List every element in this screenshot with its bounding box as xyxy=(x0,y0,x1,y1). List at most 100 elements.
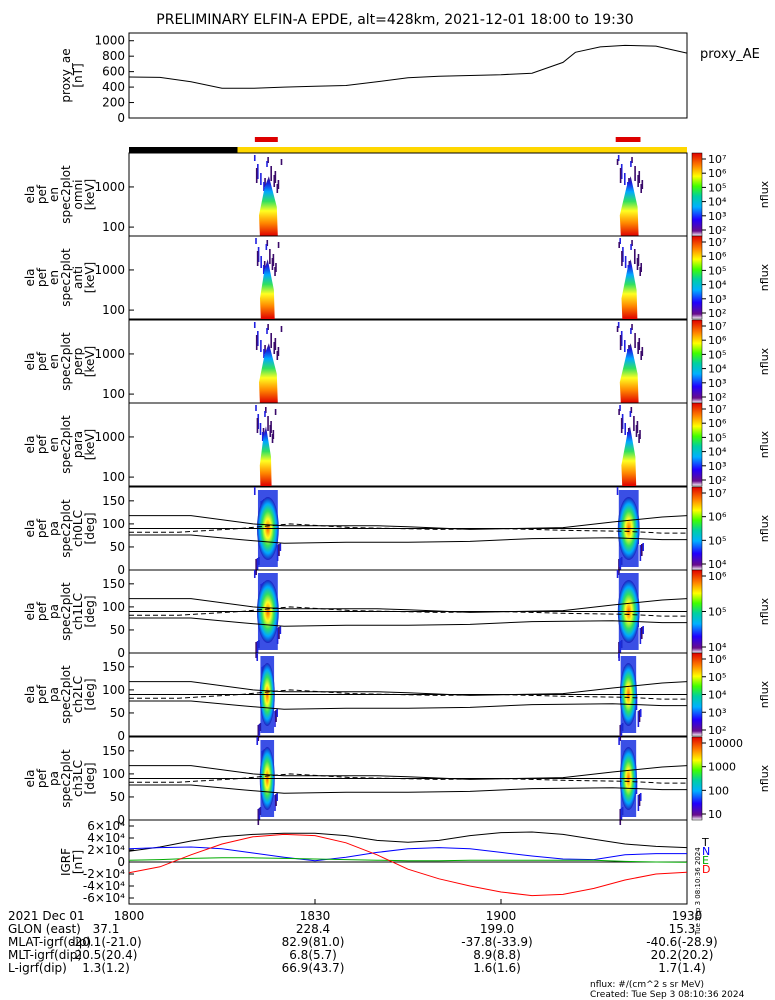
y-tick-label: 6×10⁴ xyxy=(87,819,125,833)
y-tick-label: 1000 xyxy=(94,180,125,194)
spectrogram-noise xyxy=(259,423,262,435)
pa-noise xyxy=(274,711,276,727)
y-axis-label: ela xyxy=(23,685,37,703)
x-tick-label: 1900 xyxy=(486,909,517,923)
pa-noise xyxy=(637,711,640,727)
colorbar-tick-label: 10⁷ xyxy=(708,403,726,416)
spectrogram-core xyxy=(259,426,272,486)
colorbar-tick-label: 10² xyxy=(708,391,726,404)
spectrogram-noise xyxy=(273,342,276,354)
colorbar-label: nflux xyxy=(758,764,771,792)
colorbar-tick-label: 10⁵ xyxy=(708,534,726,547)
spectrogram-noise xyxy=(275,263,277,272)
spectrogram-noise xyxy=(265,244,268,250)
colorbar-tick-label: 10⁵ xyxy=(708,671,726,684)
spectrogram-noise xyxy=(253,322,256,328)
spectrogram-noise xyxy=(264,178,266,187)
colorbar-tick-label: 10⁶ xyxy=(708,417,727,430)
pa-noise xyxy=(619,725,622,741)
colorbar-tick-label: 10⁶ xyxy=(708,334,727,347)
spectrogram-noise xyxy=(263,261,266,270)
spectrogram-noise xyxy=(266,240,269,246)
spectrogram-noise xyxy=(257,164,259,179)
spectrogram-burst xyxy=(618,238,643,319)
legend-label-E: E xyxy=(702,854,709,867)
spectrogram-frame xyxy=(128,402,688,487)
spectrogram-noise xyxy=(637,342,639,354)
colorbar-tick-label: 10 xyxy=(708,808,722,821)
colorbar-label: nflux xyxy=(758,430,771,458)
spectrogram-noise xyxy=(277,347,280,356)
y-tick-label: 1000 xyxy=(94,347,125,361)
y-tick-label: 0 xyxy=(117,646,125,660)
y-axis-label: pef xyxy=(35,184,49,204)
pa-noise xyxy=(642,543,644,551)
spectrogram-noise xyxy=(630,407,633,413)
spectrogram-burst xyxy=(616,322,644,403)
spectrogram-noise xyxy=(619,238,621,244)
spectrogram-noise xyxy=(619,335,622,350)
pa-noise xyxy=(275,710,277,722)
anti-loss-cone-line xyxy=(129,534,687,544)
y-axis-label: en xyxy=(47,187,61,202)
y-axis-label: spec2plot xyxy=(59,749,73,808)
y-tick-label: 100 xyxy=(102,600,125,614)
colorbar-tick-label: 100 xyxy=(708,784,729,797)
colorbar xyxy=(691,569,703,654)
igrf-E-line xyxy=(128,857,688,863)
science-zone-marker xyxy=(615,137,641,142)
footer-value: 82.9(81.0) xyxy=(282,935,345,949)
spectrogram-noise xyxy=(257,331,259,346)
y-axis-label: pa xyxy=(47,604,61,619)
spectrogram-noise xyxy=(274,171,277,183)
y-axis-label: ela xyxy=(23,519,37,537)
pa-noise xyxy=(256,737,259,745)
y-tick-label: 150 xyxy=(102,744,125,758)
spectrogram-noise xyxy=(271,434,274,443)
loss-cone-line xyxy=(129,765,688,780)
spectrogram-noise xyxy=(631,157,633,163)
y-axis-label: pef xyxy=(35,768,49,788)
y-tick-label: 400 xyxy=(102,80,125,94)
spectrogram-noise xyxy=(273,175,276,187)
pa-noise xyxy=(616,570,619,578)
pa-noise xyxy=(639,628,642,644)
pa-noise xyxy=(639,709,642,717)
y-axis-label: [keV] xyxy=(83,429,97,460)
colorbar-tick-label: 10⁶ xyxy=(708,511,727,524)
y-axis-label: en xyxy=(47,437,61,452)
spectrogram-noise xyxy=(622,247,624,262)
y-axis-label: pa xyxy=(47,687,61,702)
colorbar-tick-label: 10³ xyxy=(708,293,726,306)
spectrogram-noise xyxy=(267,324,269,330)
colorbar-label: nflux xyxy=(758,263,771,291)
spectrogram-noise xyxy=(619,168,622,183)
colorbar-label: nflux xyxy=(758,347,771,375)
spectrogram-noise xyxy=(616,159,619,165)
pa-burst xyxy=(256,737,278,825)
footer-value: 8.9(8.8) xyxy=(473,948,521,962)
pa-noise xyxy=(255,559,257,575)
spectrogram-noise xyxy=(619,405,621,411)
y-axis-label: [keV] xyxy=(83,179,97,210)
spectrogram-noise xyxy=(638,434,640,443)
spectrogram-noise xyxy=(640,184,643,193)
colorbar-tick-label: 10⁶ xyxy=(708,250,727,263)
spectrogram-noise xyxy=(280,326,283,332)
spectrogram-noise xyxy=(274,267,276,276)
footer-value: 66.9(43.7) xyxy=(282,961,345,975)
spectrogram-noise xyxy=(255,168,258,183)
footer-value: 15.3 xyxy=(669,922,696,936)
x-tick-label: 1830 xyxy=(300,909,331,923)
anti-loss-cone-line xyxy=(129,784,687,794)
pa-noise xyxy=(278,627,280,639)
spectrogram-noise xyxy=(620,331,623,346)
spectrogram-noise xyxy=(263,182,265,191)
y-axis-label: spec2plot xyxy=(59,165,73,224)
spectrogram-noise xyxy=(276,184,279,193)
y-axis-label: ela xyxy=(23,435,37,453)
colorbar-tick-label: 10⁵ xyxy=(708,264,726,277)
legend-label-D: D xyxy=(702,863,710,876)
spectrogram-noise xyxy=(267,416,269,431)
pa-noise xyxy=(274,795,276,811)
